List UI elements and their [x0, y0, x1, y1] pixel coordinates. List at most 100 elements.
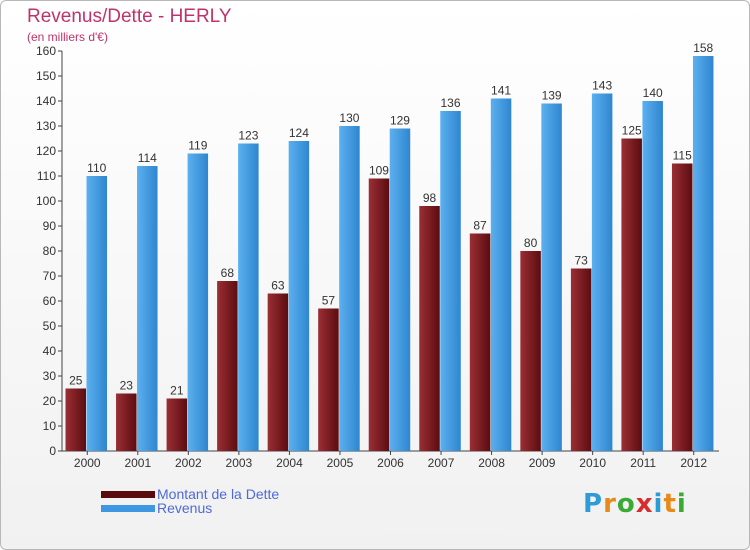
revenus-value-label: 141 — [491, 84, 511, 98]
revenus-bar — [187, 153, 209, 451]
revenus-bar — [440, 111, 461, 451]
dette-bar — [570, 268, 592, 451]
logo-letter: i — [676, 489, 687, 519]
legend-swatch-revenus — [101, 504, 155, 512]
revenus-bar — [137, 166, 158, 451]
revenus-value-label: 124 — [289, 126, 309, 140]
dette-value-label: 80 — [524, 236, 538, 250]
y-tick-label: 30 — [43, 369, 57, 383]
y-tick-label: 130 — [36, 119, 56, 133]
x-tick-label: 2004 — [276, 456, 303, 470]
dette-bar — [65, 388, 86, 451]
y-tick-label: 0 — [49, 444, 56, 458]
dette-value-label: 73 — [574, 254, 588, 268]
legend-item-revenus: Revenus — [101, 501, 279, 515]
dette-bar — [671, 163, 693, 451]
legend: Montant de la Dette Revenus — [101, 487, 279, 515]
dette-bar — [267, 293, 289, 451]
dette-bar — [419, 206, 440, 451]
y-tick-label: 120 — [36, 144, 56, 158]
y-tick-label: 80 — [43, 244, 57, 258]
revenus-value-label: 136 — [441, 96, 461, 110]
y-tick-label: 150 — [36, 69, 56, 83]
dette-value-label: 109 — [369, 164, 389, 178]
x-tick-label: 2009 — [529, 456, 556, 470]
revenus-bar — [86, 176, 107, 451]
y-tick-label: 40 — [43, 344, 57, 358]
x-tick-label: 2010 — [579, 456, 606, 470]
revenus-value-label: 139 — [542, 89, 562, 103]
dette-bar — [318, 308, 339, 451]
y-tick-label: 10 — [43, 419, 57, 433]
dette-value-label: 98 — [423, 191, 437, 205]
proxiti-logo: P r o x i t i — [583, 489, 687, 519]
revenus-bar — [288, 141, 310, 451]
logo-letter: r — [603, 489, 617, 519]
y-tick-label: 110 — [37, 169, 56, 183]
revenus-value-label: 158 — [693, 41, 713, 55]
logo-letter: i — [653, 489, 664, 519]
dette-value-label: 115 — [673, 149, 692, 163]
x-tick-label: 2003 — [226, 456, 253, 470]
x-tick-label: 2012 — [680, 456, 707, 470]
revenus-value-label: 123 — [238, 129, 258, 143]
dette-bar — [116, 393, 137, 451]
logo-letter: x — [635, 489, 654, 519]
revenus-value-label: 114 — [138, 151, 157, 165]
dette-value-label: 25 — [69, 374, 83, 388]
revenus-value-label: 119 — [188, 139, 207, 153]
revenus-bar — [490, 98, 512, 451]
logo-letter: o — [616, 489, 636, 519]
dette-value-label: 125 — [622, 124, 642, 138]
revenus-value-label: 130 — [339, 111, 359, 125]
revenus-value-label: 140 — [643, 86, 663, 100]
y-tick-label: 100 — [36, 194, 56, 208]
revenus-bar — [389, 128, 411, 451]
y-tick-label: 50 — [43, 319, 57, 333]
dette-value-label: 87 — [473, 219, 487, 233]
bars — [65, 56, 714, 451]
dette-value-label: 63 — [271, 279, 285, 293]
x-tick-label: 2000 — [74, 456, 101, 470]
dette-value-label: 68 — [221, 266, 235, 280]
dette-value-label: 23 — [120, 379, 134, 393]
y-tick-label: 90 — [43, 219, 57, 233]
dette-bar — [621, 138, 642, 451]
data-labels: 25 110 23 114 21 119 68 123 63 124 57 130 109 129 98 13… — [69, 41, 713, 398]
revenus-value-label: 143 — [592, 79, 612, 93]
y-tick-label: 60 — [43, 294, 57, 308]
dette-value-label: 21 — [170, 384, 184, 398]
x-tick-label: 2005 — [327, 456, 354, 470]
y-tick-label: 160 — [36, 44, 56, 58]
y-tick-label: 70 — [43, 269, 57, 283]
x-tick-label: 2007 — [428, 456, 455, 470]
chart-title: Revenus/Dette - HERLY — [27, 6, 232, 27]
revenus-bar — [541, 103, 562, 451]
x-tick-label: 2011 — [630, 456, 656, 470]
dette-value-label: 57 — [322, 294, 336, 308]
legend-swatch-dette — [101, 490, 155, 498]
legend-label-dette: Montant de la Dette — [157, 486, 280, 502]
y-tick-label: 140 — [36, 94, 56, 108]
x-tick-label: 2001 — [124, 456, 151, 470]
dette-bar — [166, 398, 188, 451]
x-tick-label: 2002 — [175, 456, 202, 470]
legend-label-revenus: Revenus — [157, 500, 213, 516]
dette-bar — [469, 233, 491, 451]
revenus-bar — [591, 93, 613, 451]
revenus-bar — [642, 101, 663, 451]
logo-letter: t — [663, 489, 677, 519]
chart-subtitle: (en milliers d'€) — [27, 30, 108, 44]
legend-item-dette: Montant de la Dette — [101, 487, 279, 501]
dette-bar — [520, 251, 541, 451]
revenus-bar — [339, 126, 360, 451]
revenus-bar — [692, 56, 714, 451]
revenus-bar — [238, 143, 259, 451]
dette-bar — [217, 281, 238, 451]
x-axis: 2000 2001 2002 2003 2004 2005 2006 2007 2008 2009… — [62, 450, 719, 470]
logo-letter: P — [583, 489, 604, 519]
revenus-value-label: 110 — [87, 161, 106, 175]
y-tick-label: 20 — [43, 394, 57, 408]
